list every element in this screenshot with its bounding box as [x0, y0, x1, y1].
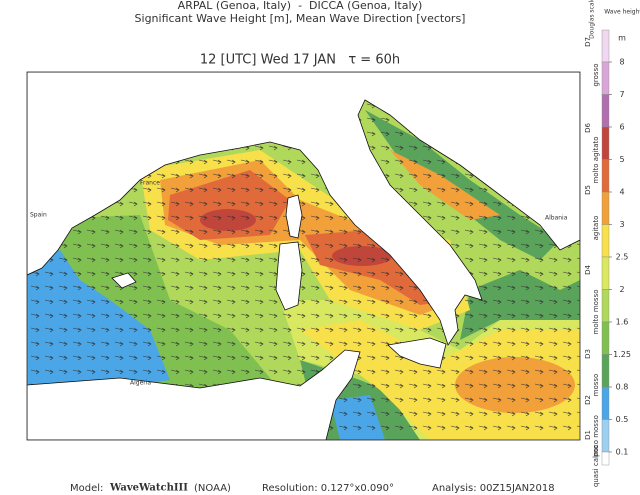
footer-text: Resolution: 0.127°x0.090° [262, 483, 394, 494]
colorbar-segment [601, 256, 610, 290]
colorbar-tick-label: 7 [619, 90, 624, 99]
land [27, 72, 580, 346]
colorbar-tick-label: 4 [619, 188, 624, 197]
colorbar-segment [601, 61, 610, 95]
colorbar-tick-label: 1.25 [613, 350, 631, 359]
douglas-label: D7 [584, 37, 592, 47]
colorbar: 8 7 6 5 4 3 2.5 2 1.6 1.25 0.8 0.5 0.1 m Wave height Do… [584, 0, 640, 487]
douglas-label: D3 [584, 349, 592, 359]
colorbar-title: Wave height [604, 9, 640, 16]
island [111, 272, 137, 289]
colorbar-segment [601, 321, 610, 355]
place-label: France [140, 180, 160, 187]
footer-text: (NOAA) [194, 483, 231, 494]
place-labels: France Spain Algeria Albania [30, 180, 568, 387]
colorbar-tick-label: 2.5 [616, 253, 629, 262]
island [275, 241, 303, 311]
colorbar-tick-label: 0.5 [616, 415, 629, 424]
colorbar-segment [601, 451, 610, 466]
sea-state-label: grosso [592, 63, 600, 86]
colorbar-segment [601, 386, 610, 420]
colorbar-segment [601, 126, 610, 160]
place-label: Albania [545, 215, 568, 222]
sea-state-label: agitato [592, 216, 600, 241]
colorbar-segment [601, 159, 610, 193]
colorbar-tick-label: 0.1 [616, 448, 629, 457]
colorbar-segment [601, 354, 610, 388]
island [387, 337, 447, 369]
colorbar-segment [601, 94, 610, 128]
colorbar-tick-label: 5 [619, 155, 624, 164]
douglas-label: D4 [584, 265, 592, 275]
colorbar-tick-label: 1.6 [616, 318, 629, 327]
colorbar-segment [601, 289, 610, 323]
colorbar-segment [601, 191, 610, 225]
header-line: ARPAL (Genoa, Italy) - DICCA (Genoa, Ita… [178, 0, 423, 12]
sea-state-label: mosso [592, 374, 600, 397]
land [27, 349, 361, 440]
douglas-label: D1 [584, 430, 592, 440]
island [285, 194, 303, 239]
colorbar-tick-label: 6 [619, 123, 624, 132]
douglas-label: D5 [584, 185, 592, 195]
colorbar-segment [601, 224, 610, 258]
header-line: Significant Wave Height [m], Mean Wave D… [135, 12, 466, 25]
colorbar-segment [601, 419, 610, 453]
footer-text: Model: [70, 483, 103, 494]
sea-state-label: poco mosso [592, 415, 600, 457]
douglas-title: Douglas scale [589, 0, 596, 39]
footer-text: Analysis: 00Z15JAN2018 [432, 483, 555, 494]
colorbar-unit: m [618, 34, 626, 43]
header-time: 12 [UTC] Wed 17 JAN τ = 60h [200, 53, 400, 68]
place-label: Algeria [130, 380, 151, 387]
colorbar-segment [601, 29, 610, 63]
colorbar-tick-label: 8 [619, 58, 624, 67]
map [27, 72, 580, 440]
place-label: Spain [30, 212, 47, 219]
sea-state-label: molto agitato [592, 136, 600, 183]
douglas-label: D2 [584, 395, 592, 405]
footer-model: WaveWatchIII [109, 483, 188, 494]
map-frame [26, 71, 581, 441]
sea-state-label: quasi calmo [592, 445, 600, 487]
douglas-label: D6 [584, 123, 592, 133]
colorbar-tick-label: 3 [619, 220, 624, 229]
colorbar-tick-label: 2 [619, 285, 624, 294]
sea-state-label: molto mosso [592, 290, 600, 335]
colorbar-tick-label: 0.8 [616, 383, 629, 392]
